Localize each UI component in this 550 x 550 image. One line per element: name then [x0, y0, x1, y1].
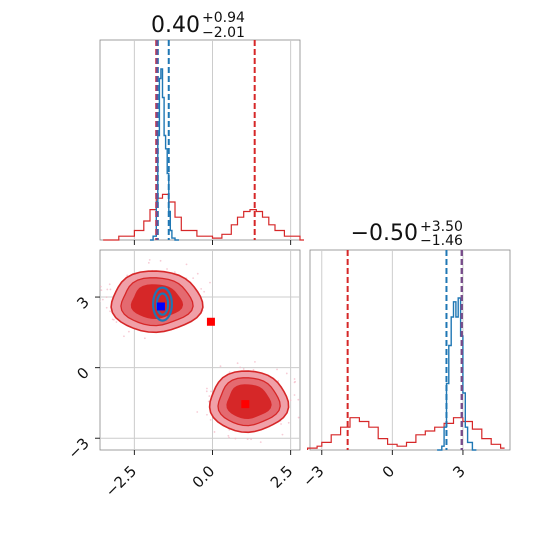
scatter-point: [196, 411, 199, 413]
title-param-2: −0.50 +3.50 −1.46: [351, 219, 463, 249]
p2-x-tick-label: 0: [379, 462, 398, 481]
scatter-point: [297, 398, 300, 401]
scatter-point: [280, 423, 282, 425]
scatter-point: [276, 368, 278, 371]
scatter-point: [219, 365, 222, 368]
scatter-point: [228, 371, 231, 374]
p1-x-tick-label: −2.5: [102, 462, 140, 500]
title-2-plus: +3.50: [420, 219, 463, 235]
scatter-point: [123, 335, 125, 338]
scatter-point: [101, 298, 104, 301]
scatter-point: [293, 394, 296, 396]
scatter-point: [111, 318, 114, 321]
scatter-point: [97, 290, 99, 292]
scatter-point: [254, 360, 256, 363]
scatter-point: [106, 288, 109, 291]
title-2-minus: −1.46: [420, 233, 463, 249]
scatter-point: [185, 263, 188, 266]
scatter-point: [173, 271, 176, 274]
scatter-point: [206, 387, 208, 390]
scatter-point: [115, 321, 118, 323]
scatter-point: [109, 310, 111, 313]
scatter-point: [239, 366, 242, 369]
scatter-point: [293, 378, 296, 380]
p2-y-tick-label: 0: [73, 364, 92, 383]
scatter-point: [105, 306, 108, 309]
scatter-point: [206, 413, 208, 416]
p2-x-tick-label: −3: [299, 462, 327, 490]
red-histogram-p2: [307, 417, 505, 450]
scatter-point: [95, 313, 97, 315]
scatter-point: [252, 369, 255, 371]
scatter-point: [127, 330, 130, 333]
scatter-point: [259, 441, 262, 444]
blue-marker: [156, 302, 165, 311]
histogram-panel-param-1: [99, 39, 304, 241]
red-histogram-p1: [103, 193, 304, 241]
p2-x-tick-label: 3: [449, 462, 468, 481]
p1-x-tick-label: 0.0: [189, 462, 219, 492]
scatter-point: [126, 274, 129, 277]
blue-contour: [152, 286, 173, 322]
title-1-minus: −2.01: [202, 25, 245, 41]
scatter-point: [242, 368, 245, 370]
title-param-1: 0.40 +0.94 −2.01: [151, 10, 245, 41]
scatter-point: [208, 395, 211, 397]
scatter-point: [100, 300, 101, 302]
blue-contour: [155, 292, 170, 316]
scatter-point: [192, 277, 195, 280]
scatter-point: [148, 258, 151, 261]
scatter-point: [287, 421, 290, 424]
scatter-point: [281, 433, 284, 436]
top-frame: [99, 39, 301, 241]
red-marker: [206, 317, 215, 326]
scatter-point: [250, 438, 253, 441]
scatter-point: [234, 437, 237, 440]
scatter-point: [228, 436, 230, 439]
title-2-base: −0.50: [351, 221, 418, 246]
joint-panel: [95, 249, 301, 451]
histogram-panel-param-2: [307, 249, 511, 451]
blue-histogram-p2: [437, 297, 477, 451]
title-1-plus: +0.94: [202, 10, 245, 26]
p2-y-tick-label: −3: [64, 434, 92, 462]
scatter-point: [108, 283, 111, 286]
scatter-point: [147, 261, 150, 264]
scatter-point: [97, 310, 99, 312]
scatter-point: [166, 268, 168, 270]
scatter-point: [209, 418, 212, 421]
scatter-point: [277, 380, 280, 382]
scatter-point: [196, 272, 199, 275]
scatter-point: [209, 281, 211, 284]
scatter-point: [210, 390, 212, 393]
red-marker: [241, 400, 250, 409]
scatter-point: [95, 290, 97, 292]
scatter-point: [213, 431, 216, 433]
scatter-point: [207, 400, 210, 403]
p1-x-tick-label: 2.5: [267, 462, 297, 492]
scatter-point: [200, 287, 203, 290]
scatter-point: [297, 416, 300, 419]
title-1-base: 0.40: [151, 13, 200, 38]
scatter-point: [143, 337, 146, 340]
scatter-point: [294, 380, 297, 383]
scatter-point: [105, 296, 108, 299]
scatter-point: [236, 362, 239, 365]
scatter-point: [109, 288, 112, 291]
scatter-point: [203, 290, 206, 293]
joint-content: [95, 258, 300, 444]
scatter-point: [100, 289, 103, 291]
scatter-point: [205, 390, 208, 393]
p2-y-tick-label: 3: [73, 293, 92, 312]
scatter-point: [285, 372, 288, 375]
scatter-point: [100, 285, 102, 288]
scatter-point: [246, 438, 249, 440]
right-frame: [309, 249, 511, 451]
scatter-point: [289, 399, 292, 402]
scatter-point: [227, 434, 230, 437]
scatter-point: [159, 259, 162, 262]
